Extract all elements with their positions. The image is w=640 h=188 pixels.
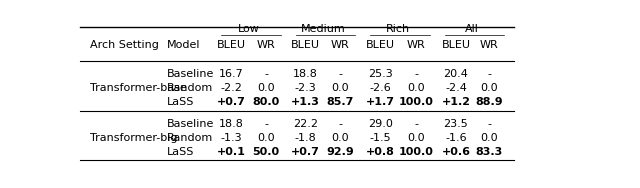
Text: +0.1: +0.1: [217, 147, 246, 157]
Text: -1.6: -1.6: [445, 133, 467, 143]
Text: -1.5: -1.5: [369, 133, 391, 143]
Text: 100.0: 100.0: [399, 97, 434, 107]
Text: WR: WR: [407, 40, 426, 50]
Text: -: -: [339, 69, 342, 79]
Text: 80.0: 80.0: [252, 97, 280, 107]
Text: +0.7: +0.7: [217, 97, 246, 107]
Text: -1.8: -1.8: [295, 133, 317, 143]
Text: 0.0: 0.0: [408, 133, 425, 143]
Text: -1.3: -1.3: [220, 133, 242, 143]
Text: 20.4: 20.4: [444, 69, 468, 79]
Text: Rich: Rich: [386, 24, 410, 34]
Text: Random: Random: [167, 83, 213, 93]
Text: -2.4: -2.4: [445, 83, 467, 93]
Text: 0.0: 0.0: [481, 133, 498, 143]
Text: Low: Low: [237, 24, 260, 34]
Text: Baseline: Baseline: [167, 119, 214, 129]
Text: BLEU: BLEU: [217, 40, 246, 50]
Text: 23.5: 23.5: [444, 119, 468, 129]
Text: +0.8: +0.8: [365, 147, 394, 157]
Text: LaSS: LaSS: [167, 147, 194, 157]
Text: -2.2: -2.2: [220, 83, 242, 93]
Text: 0.0: 0.0: [408, 83, 425, 93]
Text: 29.0: 29.0: [367, 119, 392, 129]
Text: Model: Model: [167, 40, 200, 50]
Text: BLEU: BLEU: [365, 40, 395, 50]
Text: 83.3: 83.3: [476, 147, 503, 157]
Text: Medium: Medium: [301, 24, 346, 34]
Text: -: -: [264, 119, 268, 129]
Text: 18.8: 18.8: [293, 69, 318, 79]
Text: 88.9: 88.9: [476, 97, 503, 107]
Text: 0.0: 0.0: [481, 83, 498, 93]
Text: -: -: [264, 69, 268, 79]
Text: -: -: [414, 69, 419, 79]
Text: BLEU: BLEU: [442, 40, 470, 50]
Text: -: -: [414, 119, 419, 129]
Text: 18.8: 18.8: [219, 119, 244, 129]
Text: Transformer-big: Transformer-big: [90, 133, 177, 143]
Text: Arch Setting: Arch Setting: [90, 40, 159, 50]
Text: Transformer-base: Transformer-base: [90, 83, 187, 93]
Text: +1.7: +1.7: [365, 97, 395, 107]
Text: 0.0: 0.0: [257, 133, 275, 143]
Text: +0.7: +0.7: [291, 147, 320, 157]
Text: -2.6: -2.6: [369, 83, 391, 93]
Text: +1.3: +1.3: [291, 97, 320, 107]
Text: -2.3: -2.3: [295, 83, 317, 93]
Text: LaSS: LaSS: [167, 97, 194, 107]
Text: -: -: [339, 119, 342, 129]
Text: All: All: [465, 24, 479, 34]
Text: 16.7: 16.7: [219, 69, 244, 79]
Text: 0.0: 0.0: [257, 83, 275, 93]
Text: WR: WR: [331, 40, 350, 50]
Text: -: -: [487, 119, 492, 129]
Text: +0.6: +0.6: [442, 147, 470, 157]
Text: WR: WR: [480, 40, 499, 50]
Text: 0.0: 0.0: [332, 83, 349, 93]
Text: WR: WR: [257, 40, 275, 50]
Text: 92.9: 92.9: [326, 147, 355, 157]
Text: 100.0: 100.0: [399, 147, 434, 157]
Text: +1.2: +1.2: [442, 97, 470, 107]
Text: 50.0: 50.0: [252, 147, 280, 157]
Text: 22.2: 22.2: [293, 119, 318, 129]
Text: Baseline: Baseline: [167, 69, 214, 79]
Text: 25.3: 25.3: [368, 69, 392, 79]
Text: Random: Random: [167, 133, 213, 143]
Text: -: -: [487, 69, 492, 79]
Text: 85.7: 85.7: [326, 97, 354, 107]
Text: 0.0: 0.0: [332, 133, 349, 143]
Text: BLEU: BLEU: [291, 40, 320, 50]
